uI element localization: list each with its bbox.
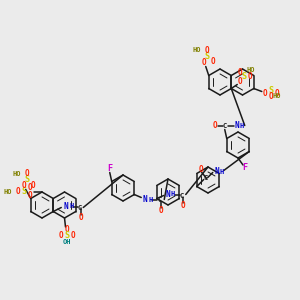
Text: O: O [212, 121, 217, 130]
Text: O: O [204, 46, 209, 55]
Text: HO: HO [246, 68, 254, 74]
Text: H: H [240, 124, 244, 130]
Text: O: O [238, 77, 243, 86]
Text: N: N [64, 202, 69, 211]
Text: H: H [171, 191, 175, 197]
Text: O: O [248, 72, 253, 81]
Text: O: O [198, 165, 203, 174]
Text: C: C [180, 193, 184, 199]
Text: C: C [204, 176, 208, 182]
Text: H: H [148, 196, 152, 202]
Text: S: S [64, 232, 69, 241]
Text: F: F [242, 164, 247, 172]
Text: O: O [268, 92, 273, 101]
Text: HO: HO [12, 170, 21, 176]
Text: O: O [210, 57, 215, 66]
Text: S: S [24, 175, 29, 184]
Text: O: O [30, 181, 35, 190]
Text: O: O [238, 68, 243, 77]
Text: HO: HO [4, 189, 12, 195]
Text: S: S [242, 72, 247, 81]
Text: HO: HO [272, 94, 281, 100]
Text: O: O [274, 89, 279, 98]
Text: S: S [268, 86, 273, 95]
Text: S: S [22, 188, 26, 196]
Text: O: O [64, 226, 69, 235]
Text: F: F [107, 164, 112, 173]
Text: HO: HO [192, 47, 201, 53]
Text: O: O [24, 169, 29, 178]
Text: O: O [58, 232, 63, 241]
Text: H: H [220, 169, 224, 175]
Text: O: O [70, 232, 75, 241]
Text: N: N [214, 167, 219, 176]
Text: O: O [79, 213, 84, 222]
Text: S: S [204, 52, 209, 61]
Text: N: N [165, 190, 170, 199]
Text: OH: OH [62, 239, 71, 245]
Text: H: H [69, 203, 74, 209]
Text: O: O [16, 188, 20, 196]
Text: N: N [143, 195, 148, 204]
Text: O: O [159, 206, 164, 215]
Text: O: O [21, 181, 26, 190]
Text: N: N [234, 121, 239, 130]
Text: C: C [223, 124, 227, 130]
Text: O: O [201, 58, 206, 67]
Text: O: O [28, 191, 32, 200]
Text: O: O [180, 201, 185, 210]
Text: C: C [77, 205, 81, 211]
Text: O: O [28, 184, 32, 193]
Text: O: O [262, 89, 267, 98]
Text: C: C [157, 197, 161, 203]
